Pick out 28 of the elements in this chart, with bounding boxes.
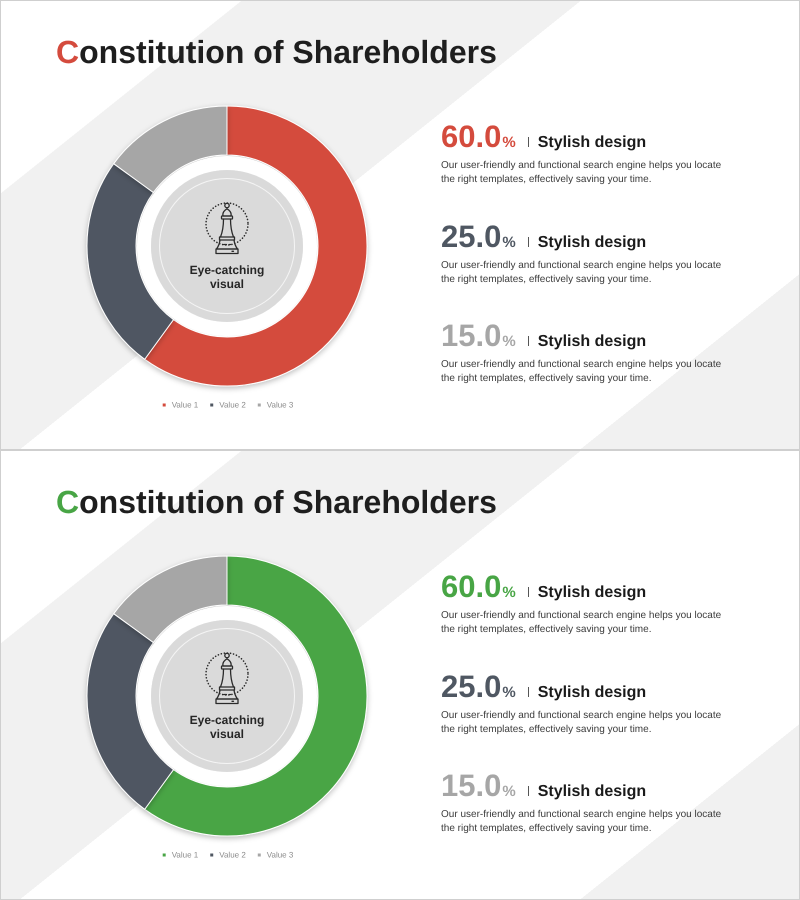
text: Stylish design (538, 682, 646, 702)
text: 15.0% (441, 318, 516, 355)
text: Stylish design (538, 232, 646, 252)
chart-title: Constitution of Shareholders (56, 34, 497, 70)
chart-title: Constitution of Shareholders (56, 484, 497, 520)
center-disc: Eye-catching visual (151, 170, 303, 322)
text: 15.0% (441, 768, 516, 805)
text: Our user-friendly and functional search engine helps you locate the right templates, effectively saving your time. (441, 609, 722, 637)
text: 25.0% (441, 218, 516, 256)
legend-label: Value 2 (219, 400, 246, 410)
text: Our user-friendly and functional search engine helps you locate the right templates, effectively saving your time. (441, 708, 722, 736)
text: Our user-friendly and functional search engine helps you locate the right templates, effectively saving your time. (441, 159, 722, 187)
text: Stylish design (538, 133, 646, 153)
legend-label: Value 3 (266, 400, 294, 410)
text: Our user-friendly and functional search engine helps you locate the right templates, effectively saving your time. (441, 808, 722, 836)
text: Stylish design (538, 332, 646, 352)
text: 25.0% (441, 668, 516, 706)
text: 60.0% (441, 569, 516, 606)
legend-label: Value 1 (172, 400, 199, 410)
text: Stylish design (538, 782, 646, 802)
legend-label: Value 3 (266, 850, 294, 860)
center-disc: Eye-catching visual (151, 620, 303, 772)
text: Our user-friendly and functional search engine helps you locate the right templates, effectively saving your time. (441, 258, 722, 286)
text: Stylish design (538, 583, 646, 603)
text: Our user-friendly and functional search engine helps you locate the right templates, effectively saving your time. (441, 358, 722, 386)
text: 60.0% (441, 119, 516, 156)
legend-label: Value 2 (219, 850, 246, 860)
legend-label: Value 1 (172, 850, 199, 860)
